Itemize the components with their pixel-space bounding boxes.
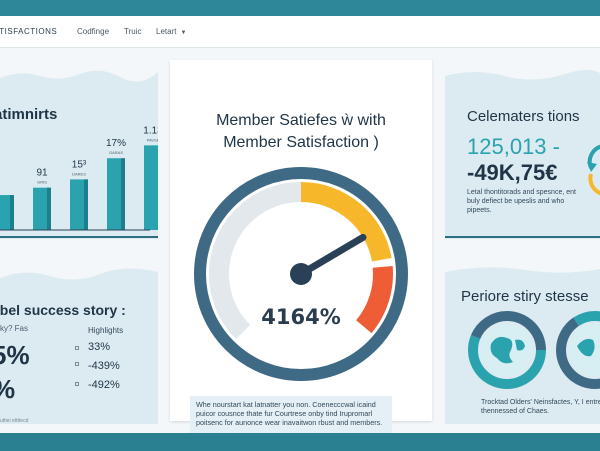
checkbox-icon (75, 382, 79, 386)
nav-item-letart-label: Letart (156, 27, 177, 36)
panel-wave-decoration (445, 262, 600, 273)
top-navigation: ATISFACTIONS Codfinge Truic Letart ▼ (0, 16, 600, 48)
bar-value-label: 1.13 (143, 125, 158, 136)
bar-shade (10, 195, 14, 230)
bar-value-label: 15³ (72, 159, 87, 170)
panel-title: abel success story : (0, 302, 126, 318)
highlight-value-1: 33% (88, 341, 111, 353)
bar-category-label: GARAS (109, 150, 123, 155)
highlights-title: Highlights (88, 326, 124, 335)
card-title: Member Satiefes ẁ with Member Satisfacti… (170, 110, 432, 154)
metric-value-primary: 125,013 - (467, 134, 560, 159)
bar (70, 179, 88, 230)
bar (107, 158, 125, 230)
card-title-line-1: Member Satiefes ẁ with (216, 112, 386, 129)
divider (0, 236, 158, 238)
bar-category-label: GRIS (37, 180, 47, 185)
window-frame-top (0, 0, 600, 16)
gauge-track-arc (209, 182, 302, 340)
chevron-down-icon: ▼ (180, 30, 187, 36)
globe-chart-icon (556, 311, 600, 389)
panel-subtitle: ky? Fas (0, 324, 29, 333)
divider (445, 236, 600, 238)
nav-item-codfinge[interactable]: Codfinge (77, 27, 110, 36)
brand-logo-text[interactable]: ATISFACTIONS (0, 27, 58, 36)
gauge-yellow-arc (300, 182, 392, 262)
checkbox-icon (75, 346, 79, 350)
bar-value-label: 17% (106, 138, 126, 149)
gauge-needle-hub (290, 263, 312, 285)
footer-note: uttiei ettttecd (0, 418, 29, 424)
panel-wave-decoration (445, 64, 600, 80)
panel-wave-decoration (0, 64, 158, 82)
highlight-value-3: -492% (88, 379, 120, 391)
globe-chart-icon (468, 311, 546, 389)
celebrations-panel: Celematers tions 125,013 - -49K,75€ Leta… (445, 64, 600, 239)
refresh-arrows-icon (587, 144, 600, 196)
panel-title: Periore stiry stesse (461, 288, 589, 305)
gauge-needle (297, 233, 367, 278)
bar-shade (84, 179, 88, 230)
card-title-line-2: Member Satisfaction ) (223, 134, 379, 151)
panel-description: Trocktad Olders' Neinsfactes, Y, I entre… (481, 399, 600, 415)
panel-title: Celematers tions (467, 108, 580, 125)
checkbox-icon (75, 362, 79, 366)
big-percentage-1: 5% (0, 340, 30, 370)
metric-value-secondary: -49K,75€ (467, 160, 558, 185)
satisfaction-gauge-card: Member Satiefes ẁ with Member Satisfacti… (170, 60, 432, 433)
highlight-value-2: -439% (88, 360, 120, 372)
gauge-caption: Whe nourstart kat latnatter you non. Coe… (190, 396, 392, 433)
bar (144, 145, 158, 230)
nav-item-letart[interactable]: Letart ▼ (156, 27, 186, 36)
panel-title: atimnirts (0, 106, 58, 123)
success-story-panel: abel success story : ky? Fas 5% % Highli… (0, 262, 158, 424)
panel-wave-decoration (0, 262, 158, 280)
bar (33, 187, 51, 230)
stories-panel: Periore stiry stesse Trocktad Olders' Ne… (445, 262, 600, 424)
nav-item-truic[interactable]: Truic (124, 27, 142, 36)
gauge-red-arc (355, 265, 393, 334)
bar-value-label: 91 (36, 168, 48, 179)
panel-description: Letal thontitorads and spesnce, ent buly… (467, 189, 576, 214)
bar-category-label: DARES (72, 171, 86, 176)
gauge-graphic (194, 167, 408, 381)
bar-category-label: PAVSE (147, 137, 158, 142)
gauge-value: 4164% (261, 305, 341, 329)
dashboard-screen: ATISFACTIONS Codfinge Truic Letart ▼ atim… (0, 16, 600, 433)
satisfaction-gauge: 4164% (192, 165, 410, 383)
bar-shade (121, 158, 125, 230)
big-percentage-2: % (0, 374, 15, 405)
bar-shade (47, 187, 51, 230)
window-frame-bottom (0, 433, 600, 451)
